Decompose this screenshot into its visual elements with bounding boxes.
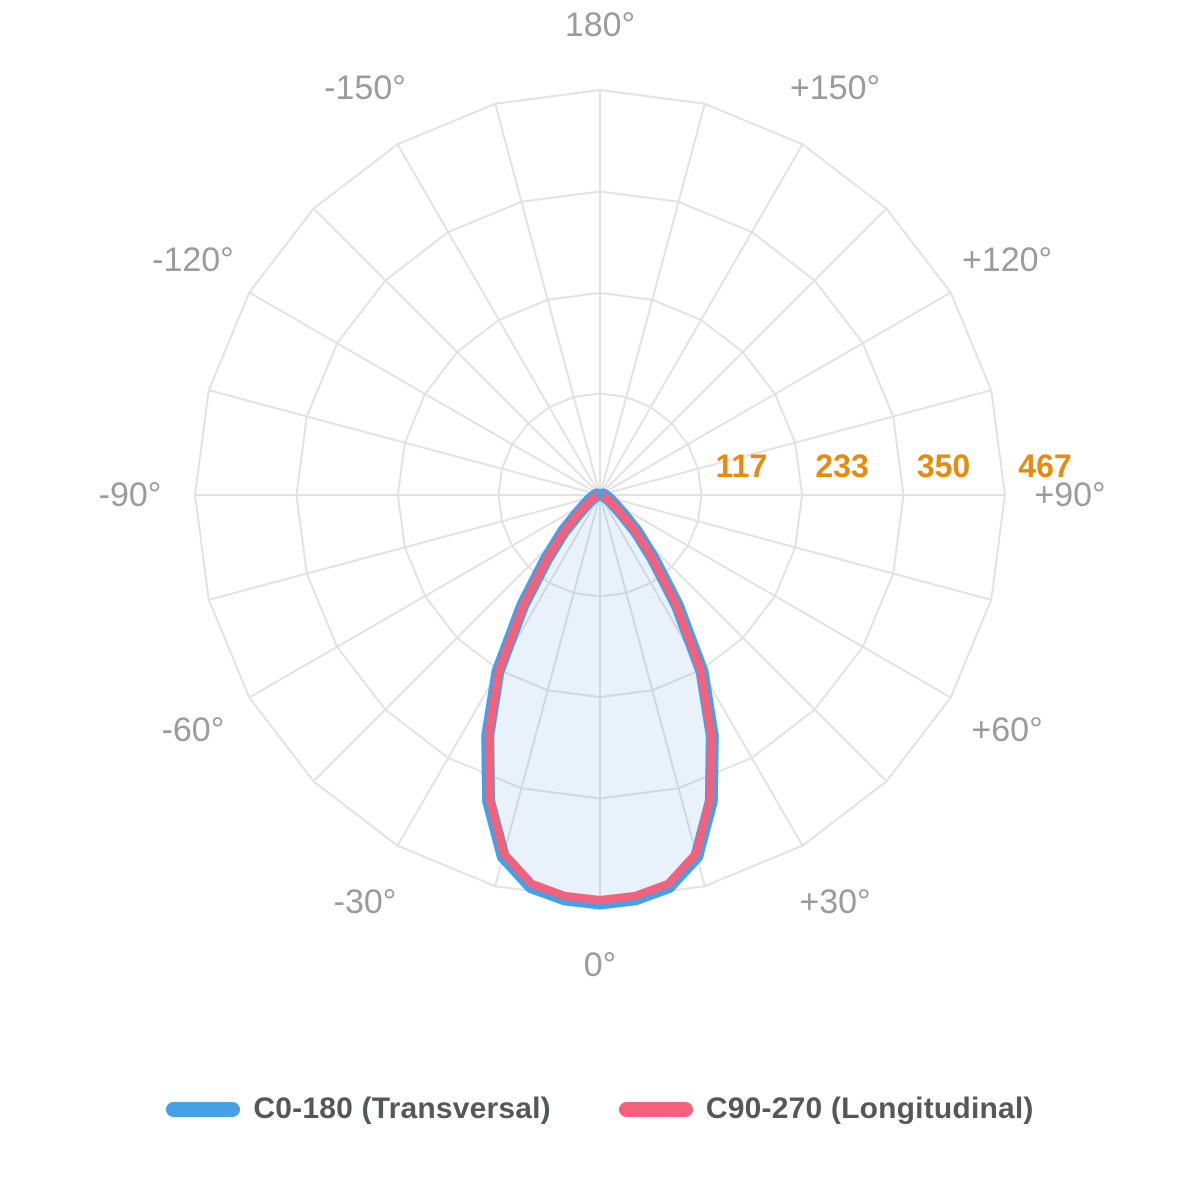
radial-tick-label: 233: [815, 448, 868, 484]
angle-label: +120°: [962, 241, 1052, 279]
angle-label: -120°: [152, 241, 234, 279]
grid-ring: [295, 190, 905, 800]
grid-ring: [194, 89, 1006, 901]
angle-label: -60°: [162, 711, 225, 749]
angle-label: -150°: [324, 69, 406, 107]
angle-label: +150°: [790, 69, 880, 107]
series-line-c90-270: [484, 491, 716, 904]
grid-ring: [497, 392, 703, 598]
grid-ring: [396, 291, 804, 699]
legend-swatch-pink: [618, 1101, 693, 1117]
angle-label: +90°: [1034, 476, 1105, 514]
legend-item-c0-180[interactable]: C0-180 (Transversal): [166, 1092, 551, 1126]
apex-point-marker: [596, 491, 604, 499]
radial-tick-label: 467: [1018, 448, 1071, 484]
legend-swatch-blue: [166, 1101, 241, 1117]
angle-label: 0°: [584, 946, 617, 984]
polar-chart-svg: 117 233 350 467 180° -150° +150° -120° +120° -90°…: [99, 6, 1106, 984]
angle-label: +30°: [799, 883, 870, 921]
radial-tick-label: 350: [917, 448, 970, 484]
series-fill-c0-180: [488, 495, 712, 900]
legend-label-c0-180: C0-180 (Transversal): [253, 1092, 551, 1125]
chart-legend: C0-180 (Transversal) C90-270 (Longitudin…: [0, 1092, 1200, 1126]
angle-label: -30°: [334, 883, 397, 921]
angle-label: 180°: [565, 6, 635, 44]
angle-label: -90°: [99, 476, 162, 514]
polar-chart: 117 233 350 467 180° -150° +150° -120° +120° -90°…: [99, 6, 1106, 984]
radial-tick-label: 117: [716, 448, 768, 484]
legend-label-c90-270: C90-270 (Longitudinal): [705, 1092, 1034, 1125]
legend-item-c90-270[interactable]: C90-270 (Longitudinal): [618, 1092, 1034, 1126]
angle-label: +60°: [971, 711, 1042, 749]
